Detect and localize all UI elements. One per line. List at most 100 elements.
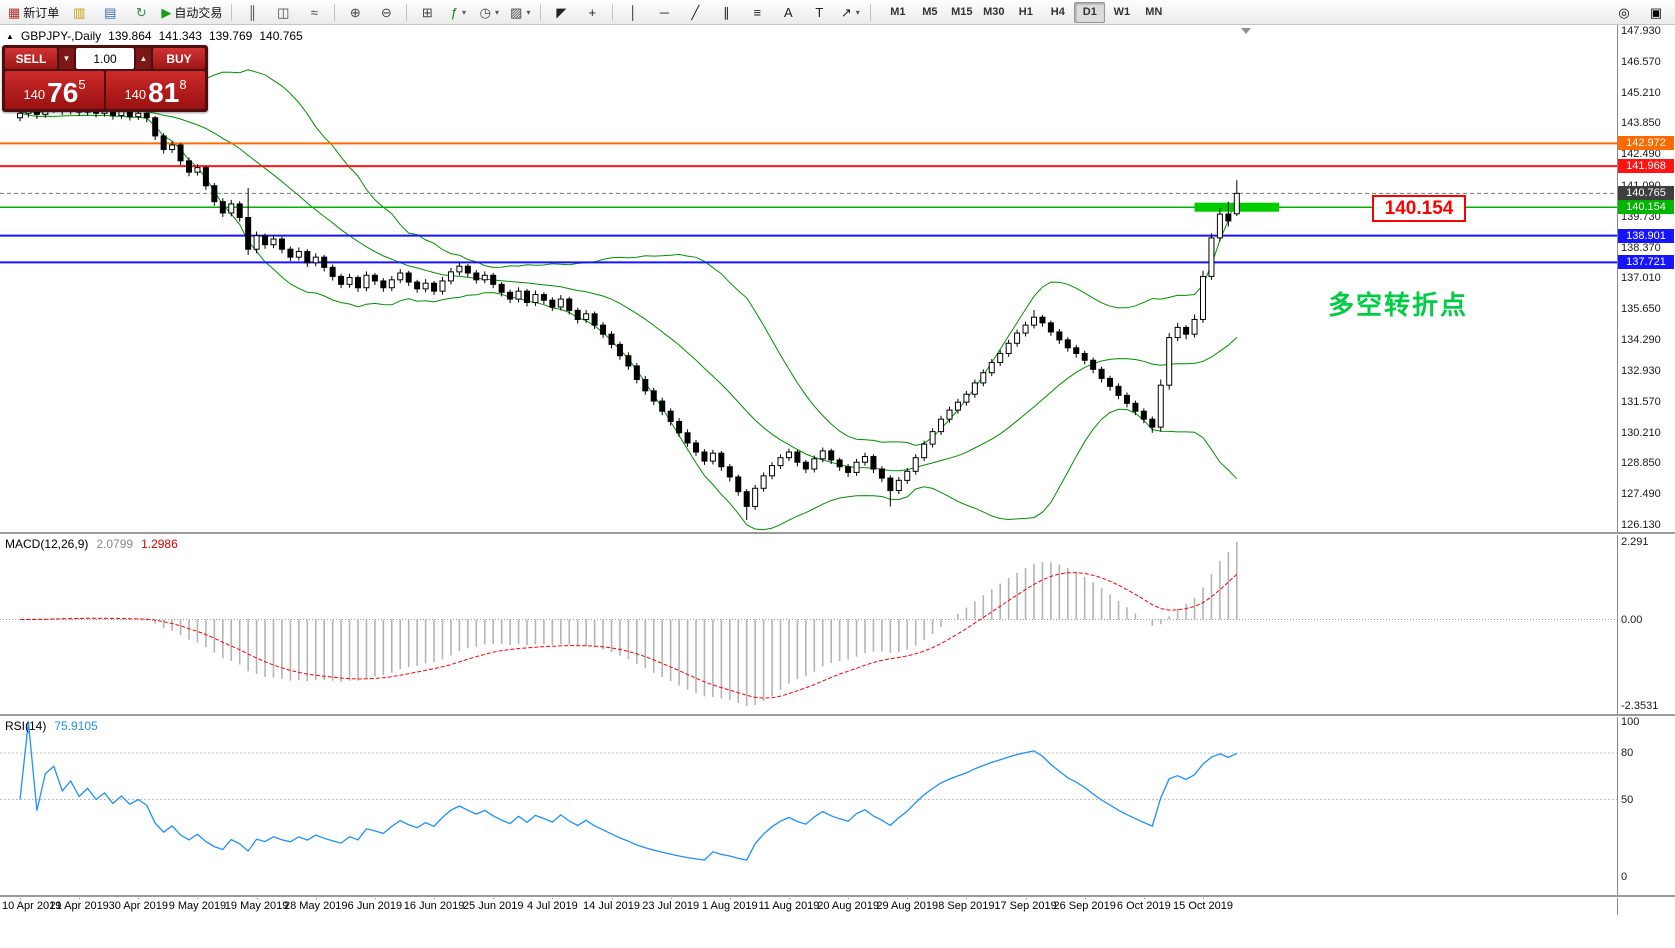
price-axis-label: 147.930 [1621, 25, 1661, 37]
lots-increase-button[interactable]: ▲ [136, 48, 151, 69]
horizontal-line-button[interactable]: ─ [649, 1, 679, 24]
period-w1-button[interactable]: W1 [1113, 6, 1131, 18]
templates-button[interactable]: ▨ ▾ [505, 1, 535, 24]
bars-chart-button[interactable]: ║ [237, 1, 267, 24]
rsi-scale-label: 80 [1621, 747, 1634, 759]
mobile-terminal-button[interactable]: ▣ [1641, 1, 1671, 24]
candles-chart-button[interactable]: ◫ [268, 1, 298, 24]
line-chart-icon: ≈ [310, 4, 318, 20]
date-label: 1 Aug 2019 [701, 900, 758, 912]
crosshair-button[interactable]: + [577, 1, 607, 24]
rsi-line [19, 721, 1238, 861]
date-label: 15 Oct 2019 [1173, 900, 1233, 912]
channel-icon: ∥ [723, 4, 730, 20]
lots-input[interactable] [76, 48, 134, 69]
macd-scale-label: 0.00 [1621, 613, 1643, 626]
price-axis-label: 131.570 [1621, 395, 1661, 408]
zoom-out-button[interactable]: ⊖ [371, 1, 401, 24]
period-m5-button[interactable]: M5 [922, 6, 938, 18]
sell-price-prefix: 140 [23, 87, 46, 102]
refresh-icon: ↻ [135, 4, 147, 20]
data-window-button[interactable]: ▤ [95, 1, 125, 24]
period-mn-button[interactable]: MN [1145, 6, 1163, 18]
price-tag: 140.154 [1618, 200, 1674, 215]
arrows-button[interactable]: ↗ ▾ [835, 1, 865, 24]
rsi-scale-label: 100 [1621, 716, 1640, 728]
sell-price-sup: 5 [78, 77, 86, 92]
buy-price-button[interactable]: 140 81 8 [106, 71, 205, 109]
symbol-info: ▲ GBPJPY-,Daily 139.864 141.343 139.769 … [6, 29, 303, 43]
date-label: 9 May 2019 [168, 900, 227, 912]
period-m30-button[interactable]: M30 [983, 6, 1005, 18]
indicators-button[interactable]: ƒ ▾ [443, 1, 473, 24]
date-label: 28 May 2019 [283, 900, 348, 912]
price-axis-label: 132.930 [1621, 364, 1661, 377]
macd-panel[interactable] [0, 534, 1617, 714]
fibonacci-button[interactable]: ≡ [742, 1, 772, 24]
crosshair-icon: + [588, 4, 597, 20]
date-label: 6 Jun 2019 [347, 900, 403, 912]
zoom-in-button[interactable]: ⊕ [340, 1, 370, 24]
toolbar: ▦ 新订单 ▥ ▤ ↻ ▶ 自动交易 ║ ◫ ≈ ⊕ ⊖ ⊞ ƒ ▾ ◷ ▾ ▨ ▾ ◤ + │ ─ ╱ ∥ ≡ A T ↗ ▾ M1 M5 M… [0, 0, 1675, 25]
line-chart-button[interactable]: ≈ [299, 1, 329, 24]
date-label: 4 Jul 2019 [526, 900, 578, 912]
panel-divider[interactable] [0, 714, 1675, 717]
refresh-button[interactable]: ↻ [126, 1, 156, 24]
period-m1-button[interactable]: M1 [890, 6, 906, 18]
vertical-line-button[interactable]: │ [618, 1, 648, 24]
date-label: 8 Sep 2019 [938, 900, 995, 912]
text-label-button[interactable]: T [804, 1, 834, 24]
caret-down-icon: ▾ [494, 7, 499, 17]
toolbar-separator [406, 3, 408, 21]
lots-decrease-button[interactable]: ▼ [59, 48, 74, 69]
panel-divider[interactable] [0, 895, 1675, 898]
period-h4-button[interactable]: H4 [1050, 6, 1065, 18]
price-annotation-box: 140.154 [1372, 195, 1466, 222]
date-label: 14 Jul 2019 [583, 900, 640, 912]
market-watch-button[interactable]: ▥ [64, 1, 94, 24]
rsi-scale-label: 0 [1621, 871, 1628, 883]
period-d1-button[interactable]: D1 [1074, 1, 1106, 23]
price-axis-label: 135.650 [1621, 303, 1661, 316]
toolbar-separator [870, 3, 872, 21]
period-m15-button[interactable]: M15 [951, 6, 973, 18]
zoom-in-icon: ⊕ [349, 4, 361, 20]
period-switcher: M1 M5 M15 M30 H1 H4 D1 W1 MN [882, 1, 1169, 23]
date-label: 30 Apr 2019 [108, 900, 168, 912]
price-tag: 138.901 [1618, 228, 1674, 243]
cursor-button[interactable]: ◤ [546, 1, 576, 24]
trade-panel-toggle-icon[interactable]: ▲ [6, 31, 14, 41]
price-tag: 142.972 [1618, 136, 1674, 151]
rsi-panel[interactable] [0, 716, 1617, 895]
buy-button[interactable]: BUY [153, 48, 205, 69]
price-axis-label: 145.210 [1621, 86, 1661, 99]
macd-scale-label: 2.291 [1621, 536, 1649, 548]
horizontal-line-icon: ─ [659, 4, 669, 20]
panel-divider[interactable] [0, 532, 1675, 535]
sell-price-button[interactable]: 140 76 5 [5, 71, 104, 109]
one-click-trading-panel: SELL ▼ ▲ BUY 140 76 5 140 81 8 [2, 45, 208, 112]
new-order-label: 新订单 [23, 5, 60, 20]
fibonacci-icon: ≡ [753, 4, 762, 20]
ohlc-close: 140.765 [259, 29, 303, 43]
price-axis-label: 128.850 [1621, 457, 1661, 470]
cursor-icon: ◤ [556, 4, 567, 20]
autotrade-button[interactable]: ▶ 自动交易 [157, 1, 226, 24]
sell-button[interactable]: SELL [5, 48, 57, 69]
time-scale[interactable]: 10 Apr 2019 21 Apr 2019 30 Apr 2019 9 May 2… [0, 895, 1617, 948]
period-h1-button[interactable]: H1 [1018, 6, 1033, 18]
ohlc-open: 139.864 [108, 29, 152, 43]
text-button[interactable]: A [773, 1, 803, 24]
new-order-button[interactable]: ▦ 新订单 [4, 1, 63, 24]
tile-windows-button[interactable]: ⊞ [412, 1, 442, 24]
date-label: 17 Sep 2019 [994, 900, 1057, 912]
search-icon: ◎ [1618, 4, 1630, 20]
chart-periods-button[interactable]: ◷ ▾ [474, 1, 504, 24]
price-axis-label: 137.010 [1621, 272, 1661, 285]
trendline-button[interactable]: ╱ [680, 1, 710, 24]
candlesticks [17, 102, 1240, 521]
main-price-chart[interactable] [0, 25, 1617, 532]
search-button[interactable]: ◎ [1609, 1, 1639, 24]
macd-main-value: 2.0799 [96, 537, 134, 551]
channel-button[interactable]: ∥ [711, 1, 741, 24]
